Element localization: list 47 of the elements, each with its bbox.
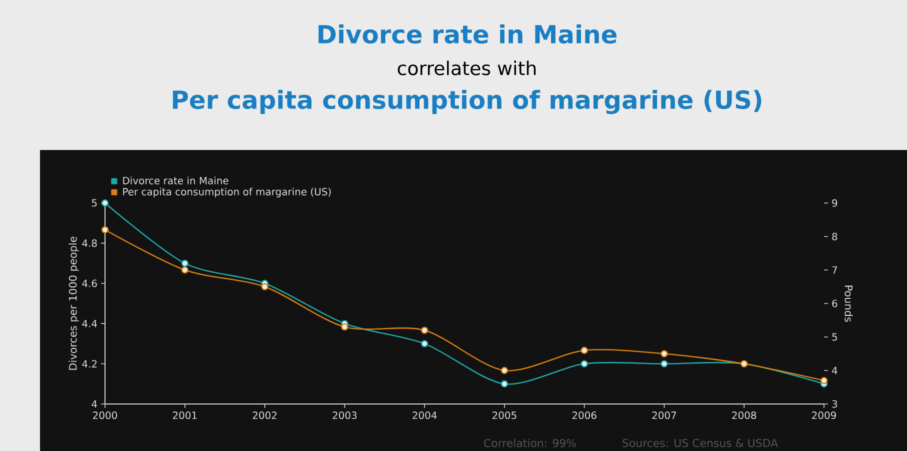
text: Correlation: 99% [484, 438, 576, 448]
source-note: Sources: US Census & USDA [622, 438, 778, 448]
y-tick-label: 4.4 [82, 320, 97, 328]
y-tick-label: 4.2 [82, 360, 97, 368]
y-tick-label: 4 [92, 400, 97, 408]
point [580, 346, 588, 354]
legend-label: Per capita consumption of margarine (US) [123, 188, 331, 198]
point [181, 266, 188, 274]
chart-title: Divorce rate in Maine [318, 24, 617, 44]
x-tick-label: 2000 [93, 411, 118, 420]
point [660, 350, 668, 358]
point [820, 376, 828, 384]
y-tick-label: 4.8 [82, 239, 97, 247]
x-tick-label: 2004 [412, 411, 437, 420]
y2-axis-title: Pounds [844, 286, 853, 322]
point [580, 360, 588, 368]
point [660, 360, 668, 368]
y2-tick-label: 7 [832, 266, 837, 274]
x-tick-label: 2002 [252, 411, 276, 420]
point [420, 326, 428, 334]
point [500, 380, 508, 388]
y2-tick-label: 9 [832, 199, 838, 207]
x-tick-label: 2009 [812, 411, 836, 420]
y2-tick-label: 8 [832, 232, 838, 240]
point [101, 226, 109, 234]
y2-tick-label: 6 [832, 300, 838, 308]
legend-label: Divorce rate in Maine [123, 176, 228, 184]
x-tick-label: 2003 [332, 411, 357, 420]
point [420, 340, 428, 348]
point [261, 283, 268, 290]
x-tick-label: 2001 [172, 411, 197, 420]
x-tick-label: 2006 [572, 411, 596, 420]
y2-tick-label: 3 [832, 400, 838, 408]
x-tick-label: 2005 [492, 411, 516, 420]
x-tick-label: 2008 [732, 411, 756, 420]
point [500, 366, 508, 374]
y-axis-title: Divorces per 1000 people [68, 236, 79, 370]
y2-tick-label: 4 [832, 366, 838, 374]
text: Per capita consumption of margarine (US) [172, 90, 762, 114]
point [341, 323, 348, 331]
y-tick-label: 4.6 [82, 280, 97, 288]
y-tick-label: 5 [92, 199, 97, 207]
y2-tick-label: 5 [832, 333, 837, 341]
point [101, 199, 109, 207]
chart-subtitle: correlates with [398, 60, 536, 76]
point [181, 260, 188, 267]
x-tick-label: 2007 [652, 411, 676, 420]
